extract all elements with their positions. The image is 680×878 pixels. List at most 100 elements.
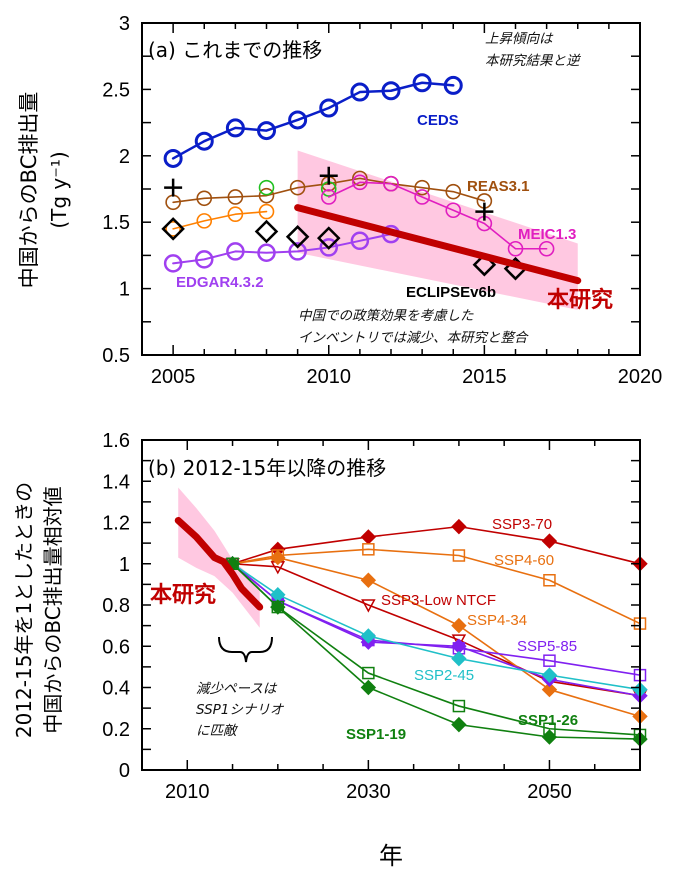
y-tick-label: 0 [119, 760, 130, 782]
data-point-reas3-1-1 [352, 170, 368, 187]
data-point-reas3-1-1 [258, 187, 275, 204]
label-ssp3-low-ntcf: SSP3-Low NTCF [381, 592, 496, 609]
series-line-ssp4-60-1 [231, 548, 641, 625]
data-point-meic1-3-4 [445, 202, 462, 219]
series-line-edgar4-3-2-5 [172, 233, 392, 265]
data-point-edgar4-3-2-5 [288, 242, 307, 261]
data-point-eclipsev6b-6 [285, 225, 310, 249]
data-point-series-2 [258, 203, 275, 220]
y-tick-label: 0.2 [102, 719, 130, 741]
data-point-series-7 [475, 202, 494, 221]
data-point-ceds-0 [319, 98, 339, 118]
label-reas: REAS3.1 [467, 178, 530, 195]
data-point-reas3-1-1 [414, 179, 430, 196]
policy-note-line2: インベントリでは減少、本研究と整合 [298, 330, 529, 346]
data-point-meic1-3-4 [414, 189, 430, 205]
series-line-ssp3-70-0 [231, 525, 641, 565]
x-tick-label: 2050 [527, 781, 572, 803]
y-tick-label: 0.5 [102, 345, 130, 367]
data-point-meic1-3-4 [352, 174, 368, 191]
label-ssp1-26: SSP1-26 [518, 712, 578, 729]
series-line-ssp3-low-ntcf-2 [231, 562, 641, 697]
panel-a-ylabel-unit: (Tg y⁻¹) [47, 151, 71, 228]
data-point-ssp2-45-6 [451, 650, 467, 667]
y-tick-label: 1.4 [102, 471, 130, 493]
y-tick-label: 1.6 [102, 430, 130, 452]
panel-b-ylabel-line1: 2012-15年を1としたときの [12, 482, 36, 738]
data-point-ceds-0 [350, 82, 370, 102]
data-point-edgar4-3-2-5 [163, 254, 183, 273]
label-this-study-a: 本研究 [547, 287, 613, 313]
data-point-ssp4-34-3 [360, 572, 377, 588]
series-line-ssp1-19-8 [231, 562, 641, 740]
data-point-reas3-1-1 [196, 190, 213, 207]
data-point-edgar4-3-2-5 [257, 243, 276, 262]
y-tick-label: 0.8 [102, 595, 130, 617]
data-point-eclipsev6b-6 [161, 217, 185, 241]
data-point-meic1-3-4 [538, 240, 555, 257]
x-tick-label: 2010 [165, 781, 210, 803]
data-point-edgar4-3-2-5 [319, 238, 338, 257]
pace-note-line3: に匹敵 [196, 723, 239, 739]
data-point-ssp3-low-ntcf-2 [361, 599, 376, 613]
data-point-series-2 [165, 221, 181, 237]
y-tick-label: 3 [119, 13, 130, 35]
series-line-ssp1-26-7 [231, 562, 641, 736]
data-point-ssp1-26-7 [362, 666, 375, 680]
label-ceds: CEDS [417, 112, 459, 129]
data-point-ssp5-85-4 [543, 654, 556, 667]
data-point-ceds-0 [163, 148, 183, 168]
data-point-eclipsev6b-6 [254, 219, 279, 244]
data-point-ssp1-19-8 [451, 716, 467, 733]
policy-note-line1: 中国での政策効果を考慮した [298, 308, 474, 324]
data-point-reas3-1-1 [289, 179, 306, 196]
data-point-ssp4-60-1 [452, 549, 466, 562]
series-line-ssp2-45-6 [231, 562, 641, 691]
label-ssp4-34: SSP4-34 [467, 612, 527, 629]
trend-note-line1: 上昇傾向は [485, 31, 554, 47]
data-point-edgar4-3-2-5 [350, 231, 370, 251]
trend-note-line2: 本研究結果と逆 [485, 53, 582, 69]
label-ssp5-85: SSP5-85 [517, 638, 577, 655]
data-point-ceds-0 [288, 110, 308, 130]
data-point-eclipsev6b-6 [316, 226, 341, 250]
data-point-ssp2-45-6 [541, 667, 558, 683]
data-point-meic1-3-4 [320, 189, 337, 205]
label-edgar: EDGAR4.3.2 [176, 274, 264, 291]
label-eclipse: ECLIPSEv6b [406, 284, 496, 301]
y-tick-label: 2.5 [102, 79, 130, 101]
pace-note-line2: SSP1シナリオ [196, 702, 285, 718]
data-point-edgar4-3-2-5 [195, 250, 214, 269]
series-line-ceds-0 [171, 81, 455, 160]
y-tick-label: 1.5 [102, 212, 130, 234]
data-point-ssp3-70-0 [541, 533, 558, 549]
data-point-ceds-0 [194, 131, 214, 151]
data-point-ssp3-low-ntcf-2 [451, 634, 467, 648]
panel-b-title: (b) 2012-15年以降の推移 [148, 456, 386, 480]
data-point-ceds-0 [381, 81, 401, 101]
y-tick-label: 1 [119, 554, 130, 576]
y-tick-label: 0.4 [102, 678, 130, 700]
data-point-edgar4-3-2-5 [226, 242, 245, 261]
data-point-series-2 [227, 206, 244, 223]
y-tick-label: 0.6 [102, 636, 130, 658]
x-tick-label: 2010 [307, 366, 352, 388]
x-tick-label: 2005 [151, 366, 196, 388]
label-ssp3-70: SSP3-70 [492, 516, 552, 533]
data-point-ssp1-19-8 [360, 679, 377, 696]
data-point-series-3 [258, 179, 275, 196]
data-point-ceds-0 [225, 118, 245, 138]
label-ssp2-45: SSP2-45 [414, 667, 474, 684]
y-tick-label: 1 [119, 279, 130, 301]
data-point-meic1-3-4 [507, 240, 524, 257]
brace-icon [218, 636, 273, 663]
data-point-ssp4-34-3 [270, 549, 286, 566]
data-point-series-7 [319, 166, 338, 185]
panel-b-ylabel-line2: 中国からのBC排出量相対値 [41, 486, 65, 733]
panel-a-title: (a) これまでの推移 [148, 38, 322, 62]
x-tick-label: 2020 [618, 366, 663, 388]
y-tick-label: 1.2 [102, 513, 130, 535]
label-this-study-b: 本研究 [150, 582, 216, 608]
data-point-ceds-0 [412, 73, 432, 93]
panel-a-plot: 2005 2010 2015 2020 0.5 1 1.5 2 2.5 3 [102, 13, 662, 388]
